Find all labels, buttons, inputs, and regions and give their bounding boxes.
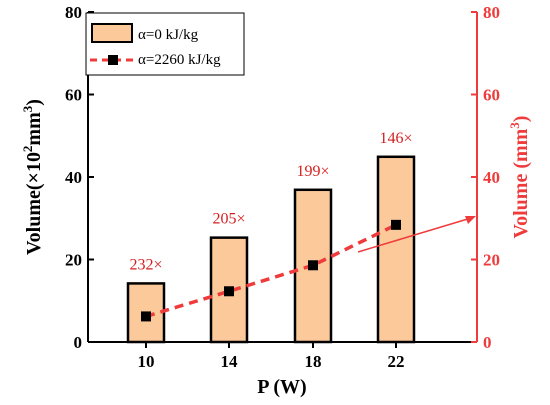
legend-marker-swatch	[108, 55, 118, 65]
right-axis-arrow	[357, 216, 476, 253]
y-axis-title-left: Volume(×102mm3)	[20, 99, 45, 255]
x-tick-label: 22	[388, 352, 405, 371]
legend-label-bar: α=0 kJ/kg	[138, 27, 199, 43]
left-tick-label: 80	[65, 3, 82, 22]
annotation-label: 205×	[212, 211, 245, 228]
data-point	[308, 260, 318, 271]
left-tick-label: 0	[74, 333, 83, 352]
x-tick-label: 10	[138, 352, 155, 371]
legend-bar-swatch	[91, 23, 133, 43]
left-axis-ticks: 0 20 40 60 80	[65, 3, 94, 352]
line-series	[141, 219, 401, 322]
annotation-label: 199×	[296, 163, 329, 180]
right-tick-label: 0	[483, 333, 492, 352]
annotation-label: 232×	[129, 256, 162, 273]
left-tick-label: 40	[65, 168, 82, 187]
right-tick-label: 40	[483, 168, 500, 187]
left-tick-label: 20	[65, 251, 82, 270]
annotations: 232× 205× 199× 146×	[129, 130, 412, 274]
data-point	[224, 286, 234, 297]
data-point	[141, 311, 151, 322]
series-line	[145, 223, 397, 319]
right-tick-label: 60	[483, 86, 500, 105]
x-tick-label: 14	[221, 352, 239, 371]
arrow-head-icon	[465, 216, 476, 224]
x-tick-label: 18	[305, 352, 322, 371]
legend: α=0 kJ/kg α=2260 kJ/kg	[85, 12, 245, 76]
y-axis-title-right: Volume (mm3)	[507, 116, 532, 239]
legend-label-line: α=2260 kJ/kg	[138, 52, 221, 68]
bar	[293, 188, 333, 344]
annotation-label: 146×	[379, 130, 412, 147]
data-point	[391, 219, 401, 230]
right-tick-label: 80	[483, 3, 500, 22]
bar	[376, 155, 416, 344]
left-tick-label: 60	[65, 86, 82, 105]
right-tick-label: 20	[483, 251, 500, 270]
right-axis-ticks: 0 20 40 60 80	[471, 3, 500, 352]
x-axis-title: P (W)	[257, 376, 306, 398]
bar-series	[126, 155, 416, 344]
x-axis-ticks: 10 14 18 22	[138, 342, 405, 371]
